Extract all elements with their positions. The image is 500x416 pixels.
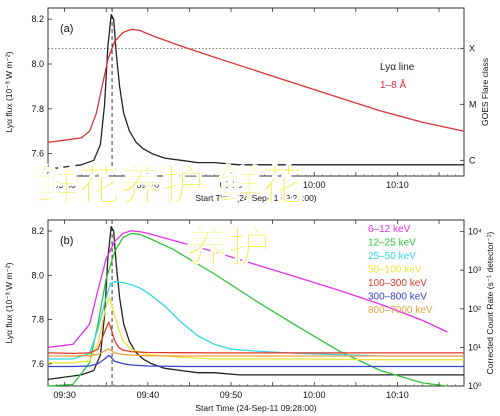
- right-tick-label-b-3: 10³: [468, 265, 481, 275]
- x-tick-label-b-2: 09:40: [137, 390, 160, 400]
- legend-b-12-25-kev: 12–25 keV: [368, 238, 416, 249]
- panel-a-ylabel-left: Lyα flux (10⁻³ W m⁻²): [4, 51, 14, 132]
- panel-a-series: [47, 14, 465, 170]
- panel-a-letter: (a): [60, 23, 73, 35]
- watermark-overlay: 鲜花养护 鲜花 养护: [36, 161, 304, 273]
- panel-a-ticks: 09:30 09:40 09:50 10:00 10:10 7.6 7.8 8.0 8.2 X M C: [31, 8, 477, 190]
- x-tick-label-a-6: 10:00: [303, 180, 326, 190]
- x-tick-label-b-0: 09:30: [53, 390, 76, 400]
- x-tick-label-b-8: 10:10: [386, 390, 409, 400]
- y-tick-label-b-0: 7.6: [31, 359, 44, 369]
- panel-a-ylabel-right: GOES Flare class: [480, 58, 490, 126]
- panel-b-series: [47, 225, 464, 387]
- series-b-100-300-kev: [47, 321, 464, 355]
- panel-a-frame: [47, 7, 465, 177]
- right-tick-label-b-4: 10⁴: [468, 227, 482, 237]
- class-label-x: X: [469, 43, 475, 53]
- watermark-line-1: 鲜花养护 鲜花: [36, 161, 303, 210]
- series-a-1-8: [47, 28, 465, 144]
- panel-a-reference-lines: [48, 8, 464, 176]
- class-label-c: C: [469, 155, 476, 165]
- panel-a: (a) 09:30 09:40 09:50 10:00 10:10 7.6 7.8 8.0 8.…: [4, 7, 490, 203]
- legend-a-lya: Lyα line: [380, 62, 415, 73]
- y-tick-label-b-3: 8.2: [31, 226, 44, 236]
- class-label-m: M: [469, 99, 477, 109]
- series-b-6-12-kev: [47, 230, 448, 349]
- series-b-800-7000-kev: [48, 348, 464, 357]
- panel-b-ylabel-right: Corrected Count Rate (s⁻¹ detector⁻¹): [485, 232, 495, 375]
- right-tick-label-b-0: 10⁰: [468, 381, 482, 391]
- panel-a-xlabel: Start Time (24-Sep-11 09:28:00): [195, 193, 316, 203]
- y-tick-label-b-1: 7.8: [31, 315, 44, 325]
- legend-a-goes: 1–8 Å: [380, 78, 406, 91]
- y-tick-label-a-1: 7.8: [31, 104, 44, 114]
- y-tick-label-a-0: 7.6: [31, 149, 44, 159]
- panel-a-legend: Lyα line 1–8 Å: [380, 62, 415, 91]
- x-tick-label-b-4: 09:50: [220, 390, 243, 400]
- right-tick-label-b-2: 10²: [468, 304, 481, 314]
- y-tick-label-a-3: 8.2: [31, 14, 44, 24]
- panel-b-ticks: 09:30 09:40 09:50 10:00 10:10 7.6 7.8 8.0 8.2 10⁰…: [31, 220, 482, 400]
- panel-b: (b) 09:30 09:40 09:50 10:00 10:10 7.6 7.8 8.0 8.…: [4, 219, 495, 413]
- x-tick-label-a-8: 10:10: [386, 180, 409, 190]
- x-tick-label-a-2: 09:40: [137, 180, 160, 190]
- legend-b-50-100-kev: 50–100 keV: [368, 265, 422, 276]
- x-tick-label-b-6: 10:00: [303, 390, 326, 400]
- x-tick-label-a-0: 09:30: [53, 180, 76, 190]
- legend-b-800-7000-kev: 800–7000 keV: [368, 305, 433, 316]
- right-tick-label-b-1: 10¹: [468, 342, 481, 352]
- legend-b-300-800-kev: 300–800 keV: [368, 292, 427, 303]
- panel-b-xlabel: Start Time (24-Sep-11 09:28:00): [195, 403, 316, 413]
- x-tick-label-a-4: 09:50: [220, 180, 243, 190]
- series-b-300-800-kev: [48, 354, 464, 368]
- y-tick-label-b-2: 8.0: [31, 270, 44, 280]
- series-b-ly-line: [47, 225, 464, 381]
- watermark-line-2: 养护: [186, 223, 270, 272]
- y-tick-label-a-2: 8.0: [31, 59, 44, 69]
- legend-b-6-12-kev: 6–12 keV: [368, 224, 411, 235]
- legend-b-25-50-kev: 25–50 keV: [368, 251, 416, 262]
- panel-b-ylabel-left: Lyα flux (10⁻³ W m⁻²): [4, 262, 14, 343]
- legend-b-100-300-kev: 100–300 keV: [368, 278, 427, 289]
- panel-b-legend: 6–12 keV 12–25 keV 25–50 keV 50–100 keV 100–…: [368, 224, 433, 316]
- series-a-ly-line: [47, 14, 464, 170]
- panel-b-letter: (b): [60, 235, 73, 247]
